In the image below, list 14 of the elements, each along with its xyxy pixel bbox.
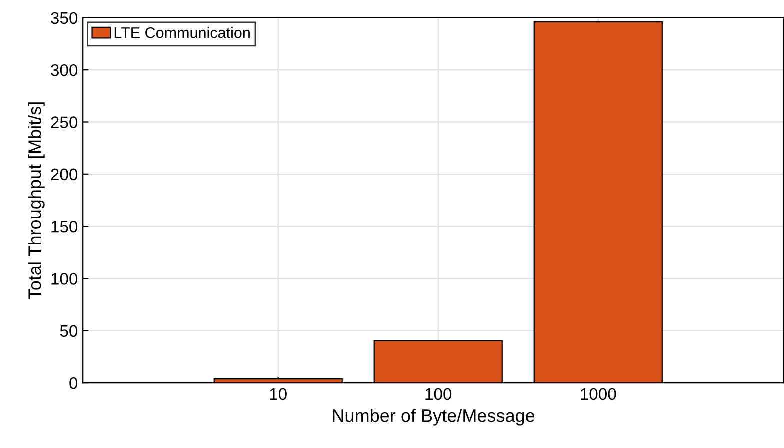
legend-label: LTE Communication	[114, 27, 250, 38]
y-tick-label: 300	[51, 64, 78, 76]
y-tick-label: 50	[60, 325, 78, 338]
y-tick-label: 100	[52, 273, 78, 285]
x-tick-label: 100	[426, 388, 452, 400]
y-tick-label: 150	[52, 220, 78, 233]
x-tick-label: 1000	[581, 388, 616, 400]
y-axis-title: Total Throughput [Mbit/s]	[28, 102, 45, 300]
y-tick-label: 250	[51, 116, 78, 128]
x-axis-title: Number of Byte/Message	[333, 408, 535, 426]
y-tick-label: 350	[51, 12, 78, 24]
y-tick-label: 0	[70, 377, 78, 390]
y-tick-label: 200	[51, 168, 78, 181]
x-tick-label: 10	[270, 388, 287, 400]
